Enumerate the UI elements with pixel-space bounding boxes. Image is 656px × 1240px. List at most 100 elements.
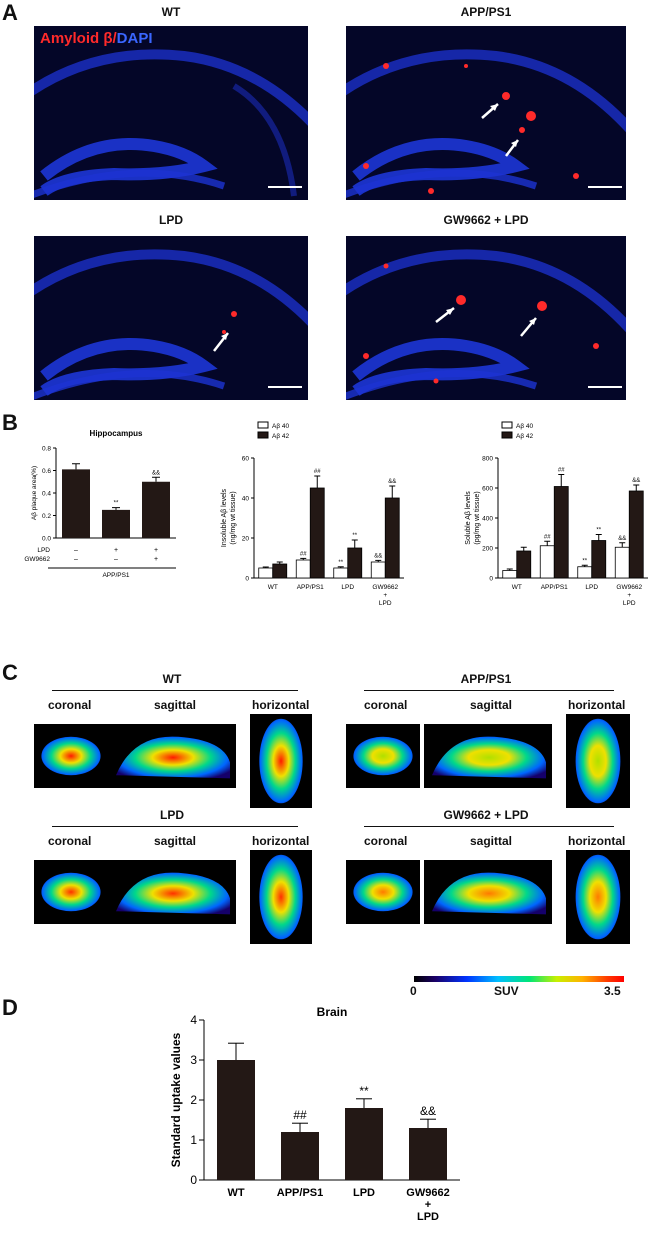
significance-label: ## bbox=[300, 551, 307, 557]
significance-label: && bbox=[152, 470, 160, 476]
y-tick-label: 0.4 bbox=[42, 490, 51, 497]
micrograph-gw bbox=[346, 236, 626, 400]
category-label: LPD bbox=[353, 1187, 375, 1199]
y-tick-label: 60 bbox=[242, 455, 250, 462]
chart-insoluble: 0 20 40 60 Insoluble Aβ levels (ng/mg wt tiss… bbox=[221, 421, 404, 607]
y-tick-label: 800 bbox=[482, 455, 493, 462]
pet-image-sagittal bbox=[108, 724, 236, 788]
pet-image-horizontal bbox=[250, 714, 312, 808]
legend-label: Aβ 42 bbox=[516, 433, 533, 440]
suv-scale-max: 3.5 bbox=[604, 984, 621, 998]
category-label: + bbox=[425, 1199, 431, 1211]
micrograph-app bbox=[346, 26, 626, 200]
chart-title: Hippocampus bbox=[90, 429, 143, 438]
y-tick-label: 20 bbox=[242, 535, 250, 542]
pet-image-sagittal bbox=[424, 860, 552, 924]
bar bbox=[142, 481, 170, 538]
category-label: LPD bbox=[417, 1211, 439, 1223]
pet-image-horizontal bbox=[250, 850, 312, 944]
chart-title: Brain bbox=[317, 1005, 348, 1019]
y-tick-label: 0.6 bbox=[42, 468, 51, 475]
panel-label-d: D bbox=[2, 995, 18, 1020]
category-label: WT bbox=[512, 584, 522, 591]
y-tick-label: 40 bbox=[242, 495, 250, 502]
legend-swatch bbox=[501, 421, 513, 429]
category-label: LPD bbox=[341, 584, 354, 591]
panel-d-chart: Brain 0 1 2 3 4 Standard uptake values WT ## APP/… bbox=[169, 1005, 460, 1223]
bar bbox=[370, 561, 386, 579]
bar bbox=[295, 559, 311, 579]
y-tick-label: 600 bbox=[482, 485, 493, 492]
significance-label: ** bbox=[582, 558, 587, 564]
bar bbox=[628, 490, 644, 579]
pet-view-label: horizontal bbox=[252, 834, 310, 848]
bar bbox=[539, 545, 555, 579]
y-axis-label: Standard uptake values bbox=[169, 1032, 183, 1167]
micro-title-app: APP/PS1 bbox=[460, 5, 512, 19]
bar bbox=[614, 546, 630, 579]
category-label: LPD bbox=[379, 600, 392, 607]
significance-label: && bbox=[388, 479, 396, 485]
significance-label: ## bbox=[544, 534, 551, 540]
category-label: APP/PS1 bbox=[541, 584, 568, 591]
y-axis-label: Aβ plaque area(%) bbox=[31, 466, 38, 520]
suv-color-scale bbox=[414, 976, 624, 982]
significance-label: && bbox=[374, 553, 382, 559]
bar bbox=[102, 509, 130, 538]
bar bbox=[502, 570, 518, 579]
bar bbox=[347, 547, 363, 579]
pet-image-coronal bbox=[34, 860, 108, 924]
y-tick-label: 0 bbox=[190, 1173, 197, 1187]
suv-scale-min: 0 bbox=[410, 984, 417, 998]
pet-view-label: horizontal bbox=[568, 834, 626, 848]
panel-label-c: C bbox=[2, 660, 18, 685]
y-tick-label: 0 bbox=[245, 575, 249, 582]
y-tick-label: 400 bbox=[482, 515, 493, 522]
category-label: + bbox=[383, 592, 387, 599]
legend-label: Aβ 40 bbox=[272, 423, 289, 430]
micro-title-gw: GW9662 + LPD bbox=[443, 213, 529, 227]
legend-label: Aβ 42 bbox=[272, 433, 289, 440]
y-tick-label: 0.8 bbox=[42, 445, 51, 452]
treatment-mark: + bbox=[154, 556, 158, 563]
treatment-label: GW9662 bbox=[24, 556, 50, 563]
legend-dapi: DAPI bbox=[116, 30, 153, 47]
category-label: APP/PS1 bbox=[277, 1187, 323, 1199]
treatment-label: LPD bbox=[37, 547, 50, 554]
bar bbox=[281, 1132, 319, 1180]
significance-label: && bbox=[420, 1104, 436, 1118]
pet-image-coronal bbox=[34, 724, 108, 788]
y-tick-label: 200 bbox=[482, 545, 493, 552]
pet-group-title: LPD bbox=[160, 808, 184, 822]
legend-swatch bbox=[501, 431, 513, 439]
treatment-mark: – bbox=[74, 556, 78, 563]
pet-view-label: coronal bbox=[364, 698, 408, 712]
y-tick-label: 1 bbox=[190, 1133, 197, 1147]
pet-group-rule bbox=[52, 826, 298, 827]
bar bbox=[258, 567, 274, 579]
y-tick-label: 0.0 bbox=[42, 535, 51, 542]
category-label: GW9662 bbox=[616, 584, 642, 591]
pet-view-label: coronal bbox=[364, 834, 408, 848]
legend-separator: / bbox=[112, 30, 117, 47]
bar bbox=[384, 497, 400, 579]
bar bbox=[62, 469, 90, 538]
bar bbox=[333, 567, 349, 579]
legend-swatch bbox=[257, 431, 269, 439]
treatment-mark: – bbox=[74, 547, 78, 554]
y-tick-label: 3 bbox=[190, 1053, 197, 1067]
significance-label: && bbox=[632, 478, 640, 484]
pet-view-label: sagittal bbox=[470, 834, 513, 848]
pet-view-label: sagittal bbox=[470, 698, 513, 712]
significance-label: ** bbox=[596, 528, 601, 534]
significance-label: ** bbox=[114, 501, 119, 507]
micrograph-wt: Amyloid β/DAPI bbox=[34, 26, 308, 200]
y-axis-label-unit: (pg/mg wt tissue) bbox=[474, 491, 481, 544]
bar bbox=[577, 566, 593, 579]
pet-view-label: horizontal bbox=[568, 698, 626, 712]
pet-group-rule bbox=[364, 826, 614, 827]
y-tick-label: 4 bbox=[190, 1013, 197, 1027]
scale-bar bbox=[268, 386, 302, 388]
bar bbox=[272, 563, 288, 579]
micrograph-lpd bbox=[34, 236, 308, 400]
